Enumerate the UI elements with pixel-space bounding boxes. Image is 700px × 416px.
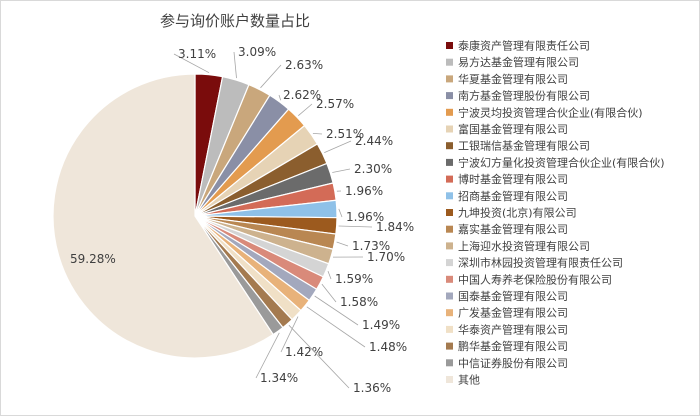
legend-label: 招商基金管理有限公司	[458, 189, 568, 203]
slice-label: 1.73%	[352, 239, 390, 253]
legend-label: 九坤投资(北京)有限公司	[458, 206, 577, 220]
legend-swatch	[446, 309, 453, 317]
slice-label: 1.42%	[285, 345, 323, 359]
leader-line	[338, 208, 343, 218]
legend-label: 广发基金管理有限公司	[458, 306, 568, 320]
slice-label: 2.62%	[283, 88, 321, 102]
leader-line	[332, 168, 351, 173]
legend-swatch	[446, 225, 453, 233]
leader-line	[327, 270, 332, 280]
leader-line	[288, 324, 350, 389]
legend-label: 富国基金管理有限公司	[458, 122, 568, 136]
legend-swatch	[446, 125, 453, 133]
legend-label: 宁波幻方量化投资管理合伙企业(有限合伙)	[458, 155, 665, 169]
legend-label: 博时基金管理有限公司	[458, 172, 568, 186]
legend-label: 华泰资产管理有限公司	[458, 322, 568, 336]
legend-label: 嘉实基金管理有限公司	[458, 222, 568, 236]
slice-label: 1.49%	[362, 318, 400, 332]
slice-label: 1.96%	[346, 210, 384, 224]
slice-label: 59.28%	[70, 252, 116, 266]
legend-swatch	[446, 42, 453, 49]
leader-line	[278, 94, 282, 101]
legend-swatch	[446, 242, 453, 250]
legend-swatch	[446, 292, 453, 300]
slice-label: 2.51%	[326, 127, 364, 141]
legend-label: 工银瑞信基金管理有限公司	[458, 139, 590, 153]
legend-swatch	[446, 359, 453, 367]
legend-label: 中国人寿养老保险股份有限公司	[458, 272, 612, 286]
slice-label: 3.11%	[178, 47, 216, 61]
slice-label: 2.30%	[354, 162, 392, 176]
leader-line	[321, 283, 337, 303]
legend-label: 鹏华基金管理有限公司	[458, 339, 568, 353]
slice-label: 1.84%	[376, 220, 414, 234]
legend-swatch	[446, 92, 453, 100]
slice-label: 1.58%	[340, 295, 378, 309]
slice-label: 1.59%	[335, 272, 373, 286]
leader-line	[312, 133, 323, 135]
legend-swatch	[446, 325, 453, 333]
slice-label: 1.36%	[353, 381, 391, 395]
legend-label: 国泰基金管理有限公司	[458, 289, 568, 303]
leader-line	[298, 103, 313, 117]
pie-slice	[52, 73, 275, 359]
leader-line	[260, 64, 282, 89]
leader-line	[336, 241, 349, 247]
legend-swatch	[446, 75, 453, 83]
legend-swatch	[446, 58, 453, 66]
legend-swatch	[446, 175, 453, 183]
slice-label: 3.09%	[238, 45, 276, 59]
slice-label: 2.44%	[355, 134, 393, 148]
leader-line	[255, 332, 280, 379]
legend-label: 易方达基金管理有限公司	[458, 55, 579, 69]
legend-swatch	[446, 342, 453, 350]
legend-swatch	[446, 209, 453, 216]
slice-label: 2.63%	[285, 58, 323, 72]
slice-label: 1.48%	[369, 340, 407, 354]
slice-label: 2.57%	[316, 97, 354, 111]
legend-swatch	[446, 108, 453, 116]
leader-line	[280, 316, 299, 353]
leader-line	[324, 140, 352, 153]
leader-line	[233, 51, 237, 79]
leader-line	[314, 295, 359, 326]
legend-label: 华夏基金管理有限公司	[458, 72, 568, 86]
legend-swatch	[446, 158, 453, 166]
legend-label: 宁波灵均投资管理合伙企业(有限合伙)	[458, 105, 643, 119]
leader-line	[173, 53, 210, 74]
legend-swatch	[446, 275, 453, 283]
legend-swatch	[446, 192, 453, 200]
slice-label: 1.70%	[367, 250, 405, 264]
chart-title: 参与询价账户数量占比	[159, 12, 310, 30]
legend-label: 南方基金管理股份有限公司	[458, 89, 590, 103]
legend-label: 泰康资产管理有限责任公司	[458, 39, 590, 53]
leader-line	[338, 225, 373, 228]
legend-swatch	[446, 376, 453, 383]
slice-label: 1.34%	[260, 371, 298, 385]
legend-label: 其他	[458, 374, 480, 387]
legend-label: 深圳市林园投资管理有限责任公司	[458, 256, 623, 270]
legend-label: 中信证券股份有限公司	[458, 356, 568, 370]
legend-swatch	[446, 142, 453, 150]
leader-line	[306, 306, 366, 348]
slice-label: 1.96%	[345, 184, 383, 198]
legend-swatch	[446, 259, 453, 267]
legend-label: 上海迎水投资管理有限公司	[458, 239, 590, 253]
